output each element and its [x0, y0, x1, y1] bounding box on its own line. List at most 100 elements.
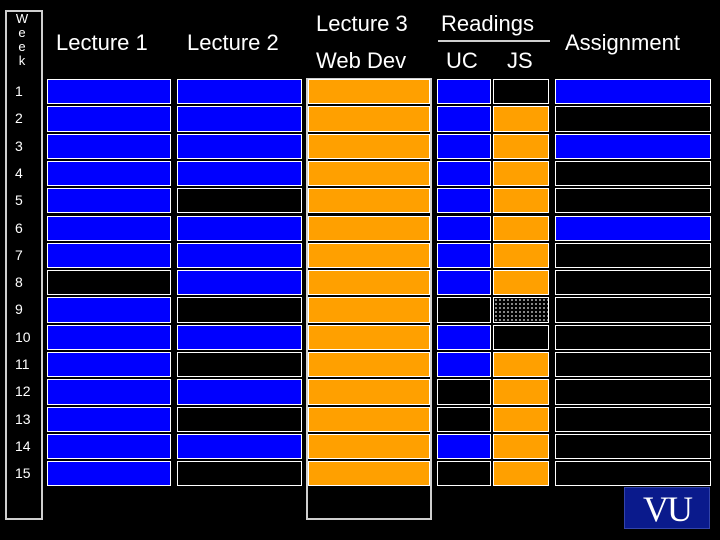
- js-cell-week-2: [493, 106, 549, 132]
- lecture1-cell-week-4: [47, 160, 171, 187]
- lecture1-cell-week-2: [47, 106, 171, 132]
- uc-cell-week-6: [437, 215, 491, 241]
- js-cell-week-4: [493, 160, 549, 187]
- lecture1-cell-week-12: [47, 379, 171, 405]
- vu-logo: VU: [624, 487, 710, 529]
- lecture2-cell-week-7: [177, 242, 302, 269]
- lecture2-cell-week-14: [177, 433, 302, 460]
- assignment-header: Assignment: [565, 30, 680, 55]
- lecture2-cell-week-15: [177, 461, 302, 487]
- lecture3-cell-week-8: [308, 270, 430, 296]
- js-cell-week-15: [493, 461, 549, 487]
- week-number: 6: [15, 219, 23, 236]
- js-cell-week-13: [493, 406, 549, 432]
- lecture1-cell-week-3: [47, 133, 171, 159]
- assignment-cell-week-14: [555, 433, 711, 460]
- js-cell-week-3: [493, 133, 549, 159]
- lecture3-cell-week-1: [308, 79, 430, 105]
- lecture3-header: Lecture 3: [316, 11, 408, 36]
- lecture1-cell-week-9: [47, 297, 171, 323]
- lecture3-cell-week-11: [308, 352, 430, 378]
- assignment-cell-week-5: [555, 188, 711, 214]
- assignment-cell-week-15: [555, 461, 711, 487]
- uc-cell-week-2: [437, 106, 491, 132]
- lecture2-cell-week-1: [177, 79, 302, 105]
- js-header: JS: [507, 48, 533, 73]
- js-cell-week-11: [493, 352, 549, 378]
- uc-cell-week-5: [437, 188, 491, 214]
- week-header-letter: e: [18, 25, 26, 40]
- lecture3-cell-week-6: [308, 215, 430, 241]
- readings-header: Readings: [441, 11, 534, 36]
- lecture1-cell-week-15: [47, 461, 171, 487]
- week-number: 4: [15, 164, 23, 181]
- lecture2-cell-week-12: [177, 379, 302, 405]
- lecture1-cell-week-10: [47, 324, 171, 350]
- lecture3-cell-week-14: [308, 433, 430, 460]
- lecture2-cell-week-5: [177, 188, 302, 214]
- uc-cell-week-4: [437, 160, 491, 187]
- week-number: 7: [15, 246, 23, 263]
- assignment-cell-week-9: [555, 297, 711, 323]
- assignment-cell-week-11: [555, 352, 711, 378]
- assignment-cell-week-12: [555, 379, 711, 405]
- uc-cell-week-9: [437, 297, 491, 323]
- uc-cell-week-13: [437, 406, 491, 432]
- week-column: [5, 10, 43, 520]
- lecture2-header: Lecture 2: [187, 30, 279, 55]
- lecture3-cell-week-10: [308, 324, 430, 350]
- lecture3-cell-week-13: [308, 406, 430, 432]
- uc-cell-week-15: [437, 461, 491, 487]
- lecture3-cell-week-15: [308, 461, 430, 487]
- assignment-cell-week-13: [555, 406, 711, 432]
- lecture1-cell-week-7: [47, 242, 171, 269]
- lecture1-cell-week-1: [47, 79, 171, 105]
- js-cell-week-8: [493, 270, 549, 296]
- week-number: 12: [15, 383, 31, 400]
- lecture1-header: Lecture 1: [56, 30, 148, 55]
- week-number: 13: [15, 410, 31, 427]
- week-header-letter: W: [15, 11, 29, 26]
- js-cell-week-12: [493, 379, 549, 405]
- js-cell-week-7: [493, 242, 549, 269]
- js-cell-week-5: [493, 188, 549, 214]
- week-number: 10: [15, 328, 31, 345]
- js-cell-week-10: [493, 324, 549, 350]
- lecture2-cell-week-11: [177, 352, 302, 378]
- lecture1-cell-week-5: [47, 188, 171, 214]
- assignment-cell-week-7: [555, 242, 711, 269]
- lecture2-cell-week-4: [177, 160, 302, 187]
- week-number: 5: [15, 192, 23, 209]
- lecture1-cell-week-8: [47, 270, 171, 296]
- web-dev-header: Web Dev: [316, 48, 407, 73]
- js-cell-week-14: [493, 433, 549, 460]
- js-cell-week-9: [493, 297, 549, 323]
- lecture2-cell-week-2: [177, 106, 302, 132]
- js-cell-week-1: [493, 79, 549, 105]
- uc-header: UC: [446, 48, 478, 73]
- assignment-cell-week-1: [555, 79, 711, 105]
- lecture3-cell-week-3: [308, 133, 430, 159]
- readings-divider: [438, 40, 550, 42]
- assignment-cell-week-8: [555, 270, 711, 296]
- uc-cell-week-3: [437, 133, 491, 159]
- week-number: 11: [15, 356, 30, 372]
- lecture2-cell-week-3: [177, 133, 302, 159]
- lecture1-cell-week-13: [47, 406, 171, 432]
- lecture2-cell-week-9: [177, 297, 302, 323]
- lecture1-cell-week-14: [47, 433, 171, 460]
- uc-cell-week-7: [437, 242, 491, 269]
- week-number: 9: [15, 301, 23, 318]
- lecture3-cell-week-12: [308, 379, 430, 405]
- week-number: 1: [15, 83, 23, 99]
- lecture1-cell-week-11: [47, 352, 171, 378]
- lecture3-cell-week-4: [308, 160, 430, 187]
- week-number: 8: [15, 274, 23, 291]
- lecture2-cell-week-8: [177, 270, 302, 296]
- lecture2-cell-week-6: [177, 215, 302, 241]
- week-header-letter: e: [18, 39, 26, 54]
- uc-cell-week-11: [437, 352, 491, 378]
- lecture3-cell-week-2: [308, 106, 430, 132]
- assignment-cell-week-3: [555, 133, 711, 159]
- uc-cell-week-12: [437, 379, 491, 405]
